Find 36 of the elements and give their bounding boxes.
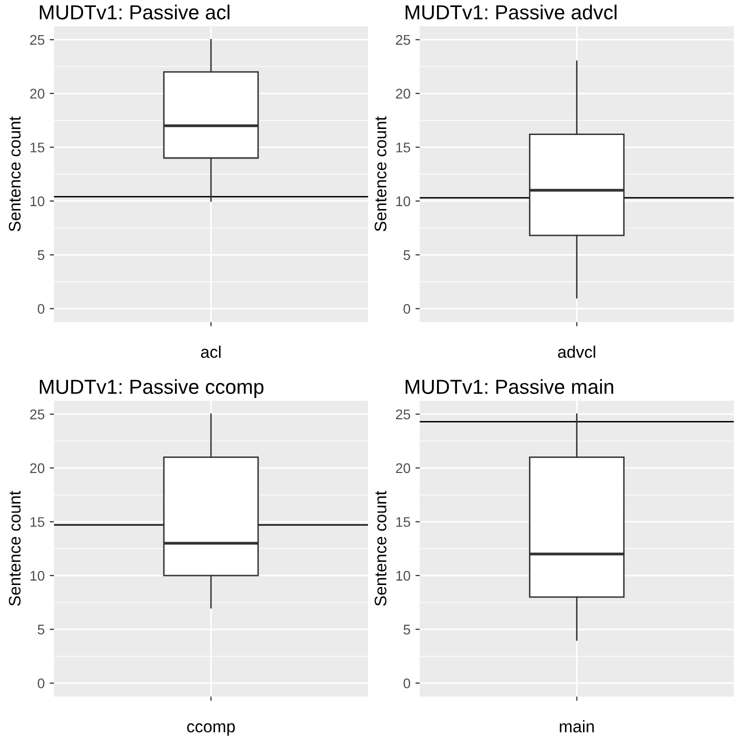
y-tick-label: 5	[404, 624, 410, 634]
y-tick-label: 20	[396, 463, 410, 474]
x-tick-label: main	[560, 720, 594, 732]
y-tick-label: 20	[396, 88, 410, 99]
y-tick-label: 25	[30, 34, 44, 45]
y-tick-label: 15	[30, 142, 44, 152]
y-tick-label: 15	[396, 517, 410, 527]
y-axis-title: Sentence count	[374, 116, 386, 232]
y-tick-label: 0	[38, 678, 44, 688]
y-tick-label: 20	[30, 463, 44, 474]
chart-title: MUDTv1: Passive acl	[40, 4, 230, 20]
x-tick-label: acl	[201, 346, 221, 358]
y-axis-title: Sentence count	[8, 490, 21, 606]
chart-title: MUDTv1: Passive advcl	[406, 4, 616, 20]
y-tick-label: 10	[396, 570, 410, 581]
y-tick-label: 5	[38, 250, 44, 260]
chart-title: MUDTv1: Passive ccomp	[40, 379, 264, 398]
y-tick-label: 10	[30, 196, 44, 206]
y-tick-label: 25	[396, 34, 410, 45]
y-tick-label: 25	[396, 409, 410, 420]
y-axis-title: Sentence count	[8, 116, 21, 232]
y-tick-label: 0	[404, 678, 410, 688]
y-tick-label: 0	[38, 304, 44, 314]
x-tick-label: advcl	[558, 346, 596, 358]
y-tick-label: 0	[404, 304, 410, 314]
y-tick-label: 5	[404, 250, 410, 260]
y-tick-label: 15	[396, 142, 410, 152]
y-tick-label: 10	[30, 570, 44, 581]
y-tick-label: 10	[396, 196, 410, 206]
y-tick-label: 25	[30, 409, 44, 420]
y-tick-label: 20	[30, 88, 44, 99]
y-axis-title: Sentence count	[374, 490, 386, 606]
y-tick-label: 15	[30, 517, 44, 527]
y-tick-label: 5	[38, 624, 44, 634]
x-tick-label: ccomp	[187, 723, 235, 736]
chart-title: MUDTv1: Passive main	[406, 379, 614, 394]
